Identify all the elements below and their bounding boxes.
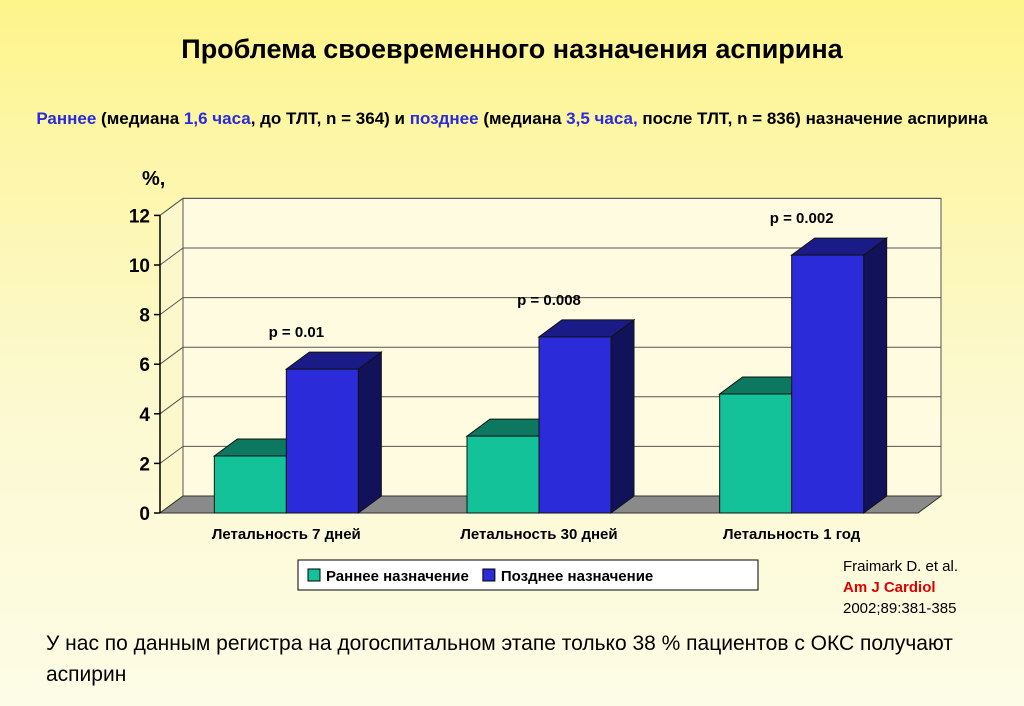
footer-note: У нас по данным регистра на догоспитальн… <box>46 632 953 686</box>
late-median: 3,5 часа, <box>566 109 638 128</box>
subtitle-part-4: после ТЛТ, n = 836) назначение аспирина <box>637 109 988 128</box>
bar-side <box>610 318 635 514</box>
y-tick-label: 10 <box>129 256 150 277</box>
y-tick-label: 2 <box>139 454 150 475</box>
slide-subtitle: Раннее (медиана 1,6 часа, до ТЛТ, n = 36… <box>20 106 1004 132</box>
gridline-side <box>159 445 184 464</box>
bar <box>791 254 865 514</box>
p-value-annotation: p = 0.01 <box>269 324 324 341</box>
x-tick-label: Летальность 1 год <box>723 526 861 543</box>
citation-authors: Fraimark D. et al. <box>843 558 959 575</box>
early-median: 1,6 часа <box>183 109 251 128</box>
bar-side <box>863 237 888 514</box>
x-tick-label: Летальность 30 дней <box>460 526 617 543</box>
legend-box <box>297 559 759 591</box>
late-label: позднее <box>409 109 479 128</box>
early-label: Раннее <box>36 109 97 128</box>
gridline-side <box>159 297 184 316</box>
p-value-annotation: p = 0.002 <box>770 210 834 227</box>
gridline-side <box>159 247 184 266</box>
citation-reference: 2002;89:381-385 <box>843 600 957 617</box>
gridline-side <box>159 396 184 415</box>
subtitle-part-3: (медиана <box>478 109 567 128</box>
gridline-side <box>159 197 184 216</box>
x-tick-label: Летальность 7 дней <box>212 526 361 543</box>
bar <box>538 336 612 514</box>
y-tick-label: 0 <box>139 504 150 525</box>
bar-side <box>357 351 382 514</box>
legend-swatch <box>482 568 496 582</box>
subtitle-part-1: (медиана <box>96 109 184 128</box>
gridline-side <box>159 346 184 365</box>
bar <box>719 393 793 514</box>
legend-label: Позднее назначение <box>501 568 653 585</box>
bar <box>285 368 359 514</box>
y-tick-label: 12 <box>129 206 150 227</box>
y-tick-label: 8 <box>139 306 150 327</box>
legend-label: Раннее назначение <box>326 568 469 585</box>
y-axis-label: %, <box>142 168 165 190</box>
y-tick-label: 4 <box>139 405 150 426</box>
legend-swatch <box>307 568 321 582</box>
citation-journal: Am J Cardiol <box>843 579 936 596</box>
bar <box>466 435 540 514</box>
citation: Fraimark D. et al. Am J Cardiol 2002;89:… <box>843 556 958 619</box>
bar <box>213 455 287 514</box>
y-tick-label: 6 <box>139 355 150 376</box>
subtitle-part-2: , до ТЛТ, n = 364) и <box>250 109 410 128</box>
p-value-annotation: p = 0.008 <box>517 292 581 309</box>
slide-title: Проблема своевременного назначения аспир… <box>181 34 843 64</box>
